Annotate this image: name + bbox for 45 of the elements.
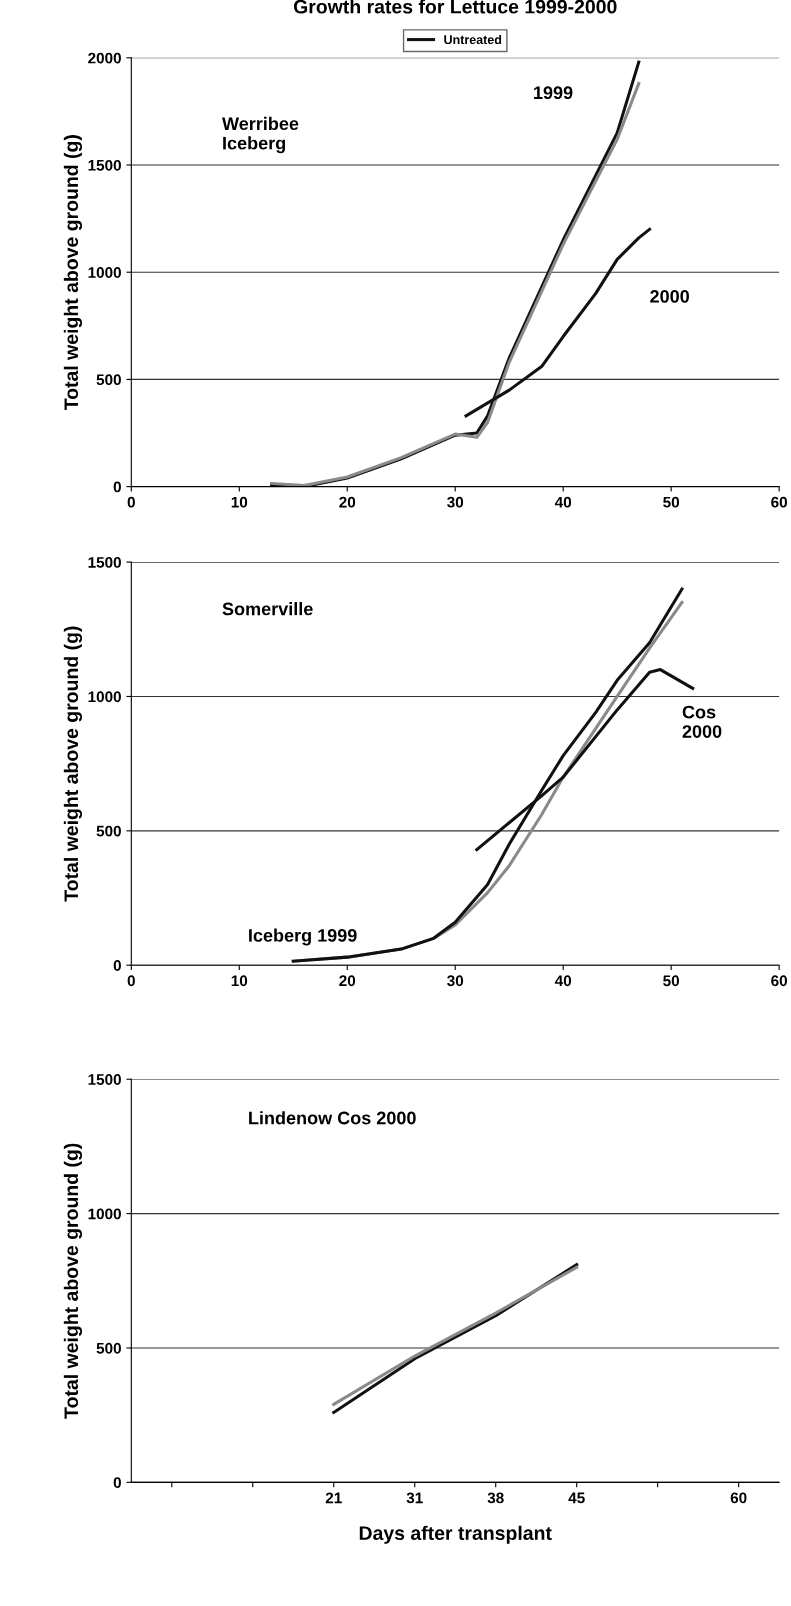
y-tick-label: 500 — [96, 374, 121, 386]
annotation: Iceberg 1999 — [249, 928, 357, 946]
x-tick-label: 21 — [325, 1492, 342, 1504]
x-tick-label: 0 — [127, 975, 135, 987]
annotation: Werribee Iceberg — [222, 116, 299, 154]
x-tick-label: 40 — [554, 975, 572, 987]
x-tick-label: 31 — [406, 1492, 423, 1504]
x-axis-title: Days after transplant — [359, 1525, 552, 1544]
x-tick-label: 40 — [554, 496, 572, 508]
y-tick-label: 2000 — [88, 52, 121, 64]
y-tick-label: 1000 — [88, 691, 121, 703]
x-tick-label: 45 — [568, 1492, 585, 1504]
x-tick-label: 60 — [771, 496, 788, 508]
x-tick-label: 10 — [231, 975, 248, 987]
x-tick-label: 20 — [339, 975, 356, 987]
x-tick-label: 30 — [447, 975, 464, 987]
x-tick-label: 50 — [663, 975, 680, 987]
annotation: Cos 2000 — [682, 705, 722, 738]
x-tick-label: 10 — [231, 496, 248, 508]
x-tick-label: 38 — [487, 1492, 504, 1504]
annotation: 2000 — [650, 290, 689, 303]
annotation: Somerville — [222, 602, 313, 616]
legend-label: Untreated — [444, 34, 502, 45]
x-tick-label: 20 — [339, 496, 356, 508]
y-tick-label: 1000 — [88, 267, 121, 278]
annotation: Lindenow Cos 2000 — [249, 1111, 416, 1125]
x-tick-label: 30 — [447, 496, 464, 508]
y-tick-label: 500 — [96, 825, 121, 837]
y-axis-title: Total weight above ground (g) — [63, 626, 83, 902]
x-tick-label: 50 — [663, 496, 680, 508]
y-tick-label: 1000 — [88, 1208, 121, 1220]
y-tick-label: 500 — [96, 1342, 121, 1354]
y-tick-label: 0 — [113, 1477, 121, 1489]
chart-title: Growth rates for Lettuce 1999-2000 — [293, 0, 617, 14]
x-tick-label: 60 — [771, 975, 788, 987]
y-tick-label: 0 — [113, 960, 121, 971]
y-tick-label: 1500 — [88, 159, 121, 171]
y-tick-label: 1500 — [88, 556, 121, 568]
x-tick-label: 0 — [127, 496, 135, 508]
y-tick-label: 1500 — [88, 1074, 121, 1085]
y-tick-label: 0 — [113, 481, 121, 493]
annotation: 1999 — [534, 86, 573, 100]
x-tick-label: 60 — [730, 1492, 747, 1504]
y-axis-title: Total weight above ground (g) — [63, 1143, 83, 1419]
y-axis-title: Total weight above ground (g) — [63, 135, 83, 411]
